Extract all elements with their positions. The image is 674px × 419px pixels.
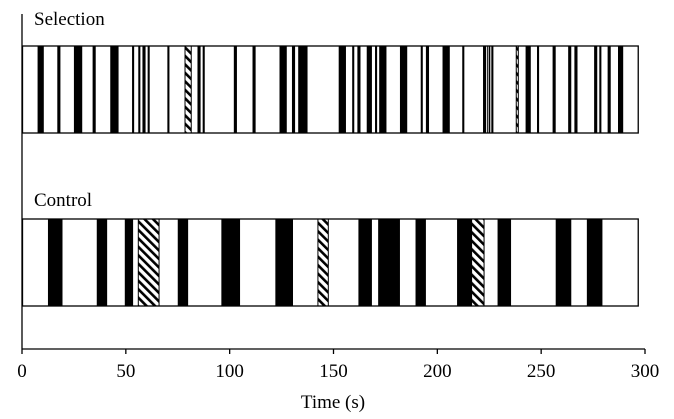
selection-event-bar-15 xyxy=(279,46,287,133)
selection-event-bar-24 xyxy=(399,46,408,133)
x-tick-label-150: 150 xyxy=(319,361,348,382)
control-event-bar-10 xyxy=(415,219,426,306)
x-tick-label-0: 0 xyxy=(17,361,27,382)
selection-event-bar-26 xyxy=(425,46,430,133)
control-event-bar-5 xyxy=(221,219,241,306)
control-event-bar-2 xyxy=(124,219,134,306)
selection-event-bar-42 xyxy=(618,46,624,133)
selection-event-bar-12 xyxy=(202,46,205,133)
control-event-bar-13 xyxy=(497,219,512,306)
selection-event-bar-17 xyxy=(298,46,308,133)
x-tick-label-250: 250 xyxy=(527,361,556,382)
control-event-bar-3-hatched xyxy=(137,218,160,307)
control-event-bar-8 xyxy=(358,219,372,306)
selection-event-bar-2 xyxy=(73,46,83,133)
selection-event-bar-40 xyxy=(599,46,602,133)
control-event-bar-6 xyxy=(275,219,294,306)
x-axis-ticks: 0 50 100 150 200 250 300 xyxy=(17,349,659,382)
selection-event-bar-27 xyxy=(442,46,450,133)
control-event-bar-14 xyxy=(555,219,572,306)
selection-event-bar-32 xyxy=(491,46,494,133)
selection-event-bar-30 xyxy=(487,46,489,133)
selection-event-bar-0 xyxy=(37,46,44,133)
selection-event-bar-6 xyxy=(138,46,141,133)
control-event-bar-12-hatched xyxy=(471,218,485,307)
selection-event-bar-7 xyxy=(142,46,146,133)
selection-panel-label: Selection xyxy=(34,9,105,30)
selection-event-bar-9 xyxy=(167,46,170,133)
control-event-bar-11 xyxy=(457,219,472,306)
selection-event-bar-22 xyxy=(375,46,378,133)
selection-event-bar-8 xyxy=(147,46,150,133)
selection-event-bar-38 xyxy=(574,46,578,133)
selection-event-bar-19 xyxy=(352,46,355,133)
selection-event-bar-4 xyxy=(110,46,119,133)
selection-event-bar-31 xyxy=(488,46,491,133)
control-event-bar-15 xyxy=(586,219,603,306)
control-event-bar-9 xyxy=(378,219,400,306)
control-event-bar-1 xyxy=(96,219,108,306)
selection-event-bar-21 xyxy=(366,46,372,133)
control-event-bar-0 xyxy=(47,219,63,306)
selection-event-bar-11 xyxy=(197,46,201,133)
selection-event-bar-18 xyxy=(338,46,346,133)
selection-event-bar-34 xyxy=(525,46,531,133)
selection-event-bar-3 xyxy=(92,46,96,133)
x-tick-label-100: 100 xyxy=(215,361,244,382)
selection-event-bar-1 xyxy=(57,46,61,133)
control-panel xyxy=(21,218,639,307)
selection-event-bar-39 xyxy=(594,46,598,133)
control-panel-label: Control xyxy=(34,190,92,211)
selection-event-bar-25 xyxy=(420,46,423,133)
selection-event-bar-28 xyxy=(462,46,465,133)
selection-event-bar-10-hatched xyxy=(184,45,192,134)
selection-event-bar-23 xyxy=(379,46,387,133)
selection-event-bar-20 xyxy=(357,46,361,133)
selection-event-bar-33-hatched xyxy=(515,45,519,134)
selection-event-bar-5 xyxy=(132,46,135,133)
x-tick-label-50: 50 xyxy=(116,361,135,382)
selection-event-bar-35 xyxy=(537,46,540,133)
selection-event-bar-41 xyxy=(607,46,611,133)
x-tick-label-300: 300 xyxy=(631,361,660,382)
control-event-bar-7-hatched xyxy=(317,218,329,307)
selection-event-bar-29 xyxy=(483,46,487,133)
selection-event-bar-36 xyxy=(552,46,556,133)
selection-event-bar-14 xyxy=(252,46,256,133)
x-axis-title: Time (s) xyxy=(301,392,365,413)
selection-event-bar-16 xyxy=(291,46,296,133)
selection-event-bar-37 xyxy=(568,46,572,133)
x-tick-label-200: 200 xyxy=(423,361,452,382)
selection-panel xyxy=(21,45,639,134)
control-panel-frame xyxy=(21,218,639,307)
selection-event-bar-13 xyxy=(233,46,237,133)
control-event-bar-4 xyxy=(177,219,189,306)
